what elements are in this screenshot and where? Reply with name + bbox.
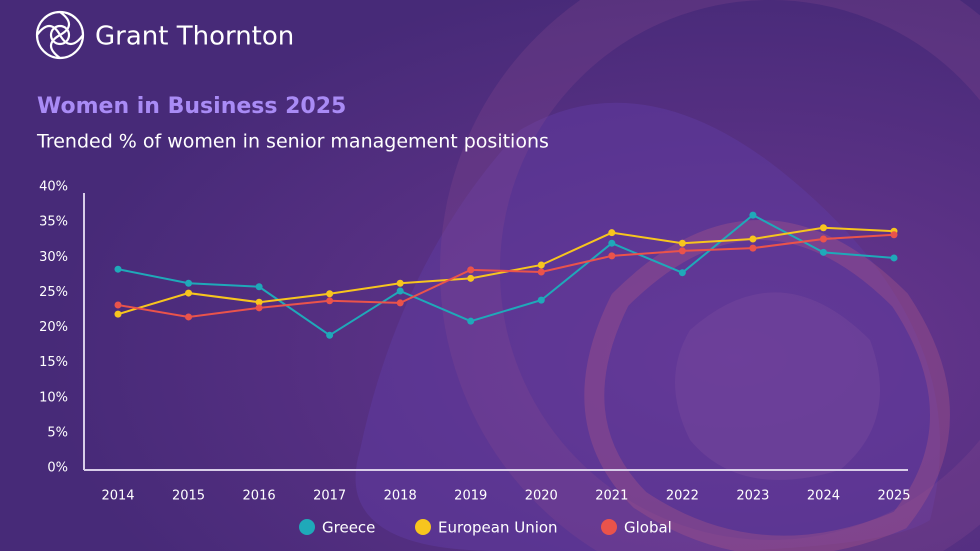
x-tick-label: 2019 xyxy=(454,489,487,504)
y-tick-label: 10% xyxy=(39,390,68,405)
data-point xyxy=(114,301,122,309)
data-point xyxy=(396,287,404,295)
x-tick-label: 2023 xyxy=(736,489,769,504)
data-point xyxy=(185,279,193,287)
data-point xyxy=(537,268,545,276)
y-tick-label: 35% xyxy=(39,215,68,230)
logo xyxy=(35,10,85,60)
data-point xyxy=(467,266,475,274)
data-point xyxy=(749,235,757,243)
y-tick-label: 0% xyxy=(47,461,68,476)
data-point xyxy=(608,252,616,260)
series-line xyxy=(117,213,895,337)
x-tick-label: 2021 xyxy=(595,489,628,504)
data-point xyxy=(819,224,827,232)
x-tick-label: 2018 xyxy=(384,489,417,504)
data-point xyxy=(749,244,757,252)
data-point xyxy=(185,289,193,297)
data-point xyxy=(326,297,334,305)
data-point xyxy=(890,231,898,239)
x-tick-label: 2017 xyxy=(313,489,346,504)
data-point xyxy=(467,317,475,325)
x-tick-label: 2014 xyxy=(101,489,134,504)
data-point xyxy=(537,261,545,269)
legend-marker xyxy=(415,519,431,535)
data-point xyxy=(255,298,263,306)
series-line xyxy=(117,233,895,318)
y-tick-label: 15% xyxy=(39,355,68,370)
data-point xyxy=(819,248,827,256)
y-tick-label: 20% xyxy=(39,320,68,335)
data-point xyxy=(608,229,616,237)
data-point xyxy=(678,239,686,247)
x-tick-label: 2016 xyxy=(243,489,276,504)
y-tick-label: 25% xyxy=(39,285,68,300)
data-point xyxy=(114,310,122,318)
data-point xyxy=(326,331,334,339)
data-point xyxy=(537,296,545,304)
brand: Grant Thornton xyxy=(95,22,294,52)
legend-label: Global xyxy=(624,519,672,537)
x-tick-label: 2024 xyxy=(807,489,840,504)
data-point xyxy=(819,235,827,243)
y-tick-label: 5% xyxy=(47,425,68,440)
data-point xyxy=(467,274,475,282)
x-tick-label: 2025 xyxy=(877,489,910,504)
x-tick-label: 2022 xyxy=(666,489,699,504)
data-point xyxy=(114,265,122,273)
legend-marker xyxy=(601,519,617,535)
y-tick-label: 40% xyxy=(39,180,68,195)
data-point xyxy=(749,211,757,219)
legend-label: European Union xyxy=(438,519,558,537)
data-point xyxy=(396,279,404,287)
x-tick-label: 2015 xyxy=(172,489,205,504)
data-point xyxy=(678,269,686,277)
data-point xyxy=(678,247,686,255)
y-tick-label: 30% xyxy=(39,250,68,265)
data-point xyxy=(255,304,263,312)
data-point xyxy=(326,290,334,298)
data-point xyxy=(890,254,898,262)
data-point xyxy=(396,299,404,307)
data-point xyxy=(608,239,616,247)
legend-marker xyxy=(299,519,315,535)
data-point xyxy=(255,283,263,291)
chart-title: Women in Business 2025 xyxy=(37,94,346,119)
chart-subtitle: Trended % of women in senior management … xyxy=(36,131,549,153)
x-tick-label: 2020 xyxy=(525,489,558,504)
legend-label: Greece xyxy=(322,519,375,537)
data-point xyxy=(185,313,193,321)
